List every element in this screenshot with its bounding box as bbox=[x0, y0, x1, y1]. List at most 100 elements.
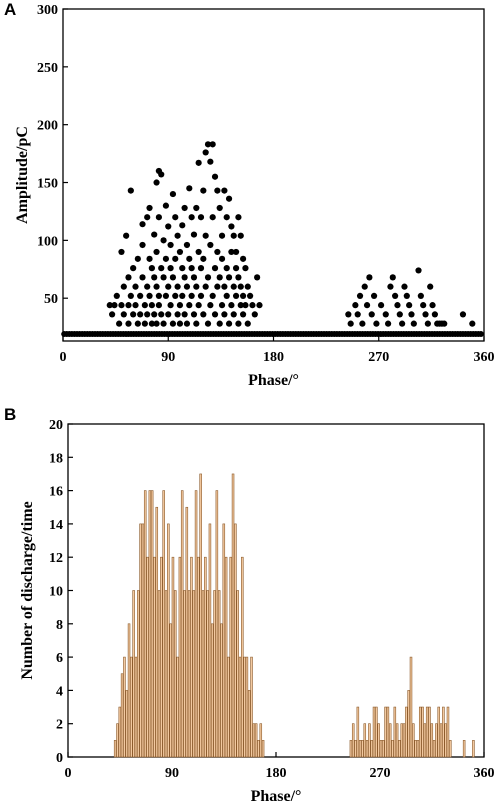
data-point bbox=[218, 255, 226, 262]
histogram-bar bbox=[400, 723, 404, 758]
histogram-bar bbox=[127, 623, 131, 758]
data-point bbox=[228, 302, 235, 309]
data-point bbox=[169, 274, 177, 281]
data-point bbox=[239, 255, 247, 262]
histogram-bar bbox=[113, 740, 117, 758]
data-point bbox=[249, 302, 256, 309]
data-point bbox=[239, 292, 247, 299]
x-tick-label: 360 bbox=[474, 350, 495, 365]
data-point bbox=[130, 311, 137, 318]
histogram-bar bbox=[243, 656, 246, 758]
data-point bbox=[183, 320, 191, 327]
data-point bbox=[244, 320, 251, 327]
data-point bbox=[204, 320, 212, 327]
histogram-bar bbox=[137, 590, 140, 758]
data-point bbox=[151, 231, 158, 238]
scatter-chart: 0 90 180 270 360 50 100 150 200 250 300 Phase/° Ampl… bbox=[14, 3, 495, 389]
data-point bbox=[223, 214, 230, 221]
histogram-bar bbox=[407, 690, 410, 758]
data-point bbox=[373, 320, 380, 327]
data-point bbox=[239, 311, 247, 318]
data-point bbox=[197, 292, 205, 299]
data-point bbox=[392, 292, 399, 299]
data-point bbox=[211, 173, 219, 180]
data-point bbox=[181, 311, 188, 318]
data-point bbox=[165, 311, 172, 318]
data-point bbox=[176, 302, 184, 309]
data-point bbox=[235, 274, 242, 281]
data-point bbox=[139, 241, 146, 249]
histogram-bar bbox=[444, 723, 447, 758]
data-point bbox=[148, 302, 155, 309]
histogram-bar bbox=[208, 523, 212, 758]
data-point bbox=[188, 292, 195, 299]
data-point bbox=[382, 311, 389, 318]
x-tick-label: 360 bbox=[474, 766, 495, 781]
data-point bbox=[237, 232, 244, 239]
data-point bbox=[172, 214, 179, 221]
data-point bbox=[176, 320, 184, 327]
data-point bbox=[195, 159, 202, 166]
histogram-bar bbox=[234, 523, 237, 758]
data-point bbox=[200, 187, 207, 194]
data-point bbox=[242, 302, 249, 309]
data-point bbox=[225, 274, 233, 281]
data-point bbox=[148, 320, 155, 327]
histogram-bar bbox=[372, 706, 376, 758]
data-point bbox=[223, 265, 230, 272]
histogram-bar bbox=[190, 556, 193, 758]
histogram-bar bbox=[194, 490, 198, 758]
histogram-bar bbox=[224, 556, 228, 758]
data-point bbox=[153, 320, 160, 327]
data-point bbox=[162, 255, 170, 262]
histogram-bar bbox=[409, 656, 413, 758]
x-axis-title: Phase/° bbox=[251, 788, 302, 805]
data-point bbox=[244, 283, 251, 290]
data-point bbox=[221, 283, 228, 290]
data-point bbox=[209, 292, 216, 299]
panel-b-label: B bbox=[4, 405, 17, 424]
histogram-bar bbox=[141, 523, 145, 758]
data-point bbox=[366, 274, 373, 281]
data-point bbox=[347, 320, 354, 327]
data-point bbox=[209, 141, 216, 148]
histogram-bar bbox=[210, 623, 214, 758]
data-point bbox=[214, 283, 221, 290]
data-point bbox=[160, 237, 167, 244]
y-tick-label: 4 bbox=[56, 684, 63, 699]
y-tick-label: 2 bbox=[56, 718, 63, 733]
data-point bbox=[120, 283, 127, 290]
histogram-bar bbox=[388, 723, 392, 758]
histogram-bar bbox=[416, 740, 420, 758]
y-tick-label: 50 bbox=[44, 292, 58, 307]
data-point bbox=[125, 320, 132, 327]
y-tick-label: 250 bbox=[37, 61, 58, 76]
y-axis-title: Amplitude/pC bbox=[14, 126, 31, 224]
data-point bbox=[181, 204, 188, 212]
histogram-bar bbox=[472, 740, 475, 758]
data-point bbox=[190, 274, 198, 281]
data-point bbox=[254, 274, 261, 281]
histogram-bar bbox=[414, 740, 417, 758]
y-tick-label: 100 bbox=[37, 234, 58, 249]
data-point bbox=[209, 214, 216, 221]
histogram-bar bbox=[171, 556, 175, 758]
y-tick-label: 12 bbox=[49, 551, 63, 566]
histogram-bar bbox=[363, 723, 367, 758]
data-point bbox=[169, 190, 177, 198]
histogram-bar bbox=[130, 656, 133, 758]
data-point bbox=[235, 320, 242, 327]
histogram-bar bbox=[238, 656, 242, 758]
histogram-bar bbox=[206, 590, 209, 758]
x-tick-label: 270 bbox=[368, 350, 389, 365]
data-point bbox=[399, 320, 406, 327]
data-point bbox=[132, 283, 139, 290]
data-point bbox=[155, 302, 162, 309]
data-point bbox=[113, 292, 120, 299]
data-point bbox=[207, 241, 214, 249]
y-tick-label: 18 bbox=[49, 451, 63, 466]
histogram-bar bbox=[132, 590, 135, 758]
data-point bbox=[195, 248, 202, 256]
histogram-bar bbox=[204, 556, 207, 758]
